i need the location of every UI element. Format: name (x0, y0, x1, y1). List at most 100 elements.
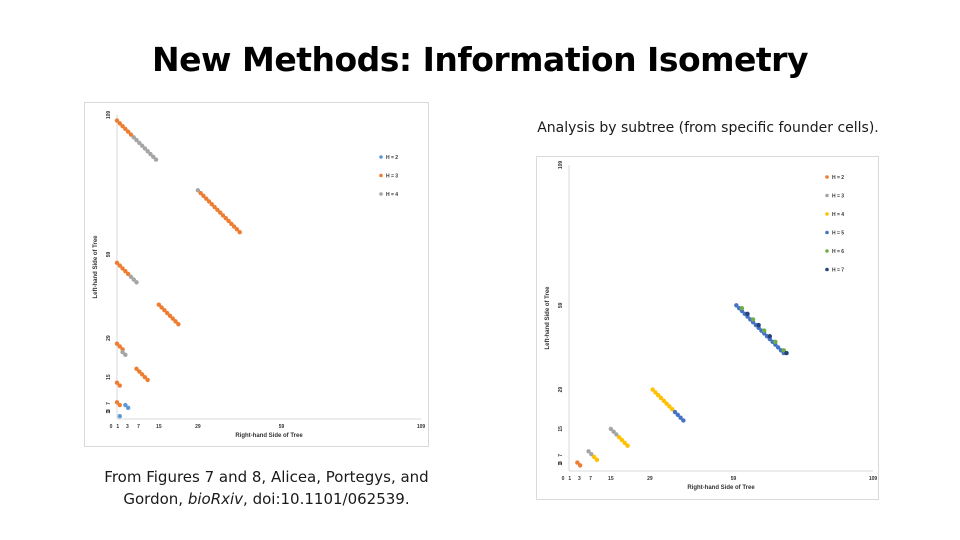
data-point (162, 308, 167, 313)
x-tick-label: 29 (647, 476, 653, 482)
y-tick-label: 3 (106, 409, 112, 412)
citation-journal: bioRxiv (187, 490, 244, 508)
data-point (734, 303, 739, 308)
legend-marker (825, 249, 829, 253)
data-point (594, 457, 600, 462)
x-tick-label: 1 (116, 424, 119, 430)
data-point (128, 274, 134, 279)
data-point (608, 426, 614, 432)
x-tick-label: 29 (195, 424, 201, 430)
data-point (204, 196, 209, 201)
legend-label: H = 2 (832, 175, 844, 181)
data-point (756, 322, 761, 328)
x-tick-label: 7 (589, 476, 592, 482)
data-point (123, 126, 128, 132)
x-tick-label: 59 (279, 424, 285, 430)
data-point (142, 374, 148, 380)
data-point (134, 280, 139, 285)
data-point (220, 213, 226, 218)
data-point (114, 260, 120, 266)
data-point (653, 390, 658, 395)
data-point (750, 317, 756, 322)
citation-caption: From Figures 7 and 8, Alicea, Portegys, … (84, 466, 449, 510)
legend-marker (825, 175, 829, 179)
x-tick-label: 59 (731, 476, 737, 482)
legend-label: H = 6 (832, 249, 844, 255)
y-tick-label: 29 (106, 335, 112, 341)
data-point (667, 404, 672, 409)
legend-label: H = 3 (386, 173, 398, 179)
y-tick-label: 3 (558, 461, 564, 464)
data-point (231, 224, 237, 229)
data-point (201, 193, 206, 199)
data-point (661, 398, 667, 404)
data-point (775, 345, 781, 350)
data-point (669, 407, 675, 412)
data-point (128, 132, 134, 137)
legend-marker (825, 212, 829, 216)
data-point (134, 137, 139, 143)
data-point (681, 418, 686, 423)
data-point (139, 143, 145, 148)
legend-label: H = 3 (832, 193, 844, 199)
data-point (650, 387, 655, 392)
data-point (131, 135, 136, 140)
legend-marker (379, 192, 383, 196)
data-point (678, 415, 683, 420)
citation-line-2: Gordon, bioRxiv, doi:10.1101/062539. (84, 488, 449, 510)
data-point (114, 400, 120, 405)
data-point (153, 157, 159, 162)
x-tick-label: 109 (417, 424, 426, 430)
data-point (156, 302, 162, 307)
data-point (117, 263, 122, 268)
data-point (209, 202, 215, 207)
x-tick-label: 1 (568, 476, 571, 482)
data-point (170, 316, 175, 321)
data-point (137, 369, 142, 374)
y-tick-label: 7 (558, 454, 564, 457)
data-point (125, 129, 131, 134)
data-point (614, 432, 619, 437)
y-tick-label: 29 (558, 387, 564, 393)
data-point (762, 328, 767, 333)
right-scatter-chart: 0 1 3 7 15 29 59 109 0 1 3 7 15 29 59 109 Right-hand Sid… (536, 156, 879, 500)
data-point (167, 313, 173, 319)
right-chart-caption: Analysis by subtree (from specific found… (537, 120, 879, 136)
legend-marker (825, 193, 829, 198)
legend-marker (379, 155, 383, 159)
data-point (139, 372, 145, 377)
data-point (114, 341, 120, 346)
y-tick-label: 109 (558, 161, 564, 170)
data-point (114, 118, 120, 123)
y-tick-label: 109 (106, 111, 112, 120)
data-point (120, 123, 125, 129)
data-point (622, 440, 627, 446)
x-tick-label: 15 (608, 476, 614, 482)
data-point (173, 319, 178, 324)
citation-doi: , doi:10.1101/062539. (243, 490, 410, 508)
data-point (229, 221, 234, 226)
data-point (617, 435, 622, 440)
y-tick-label: 7 (106, 402, 112, 405)
data-point (591, 454, 597, 460)
data-point (664, 401, 669, 406)
y-tick-label: 0 (106, 409, 112, 412)
y-tick-label: 0 (558, 461, 564, 464)
data-point (123, 402, 128, 408)
y-tick-label: 59 (106, 251, 112, 257)
legend-label: H = 4 (386, 192, 398, 198)
data-point (234, 227, 240, 232)
legend-label: H = 5 (832, 230, 844, 236)
data-point (589, 451, 594, 457)
data-point (120, 266, 125, 271)
data-point (739, 305, 745, 311)
data-point (784, 350, 789, 356)
legend-label: H = 4 (832, 212, 844, 218)
y-tick-label: 1 (106, 411, 112, 414)
data-point (117, 414, 122, 419)
y-tick-label: 59 (558, 302, 564, 308)
data-point (577, 463, 583, 468)
data-point (120, 349, 125, 355)
